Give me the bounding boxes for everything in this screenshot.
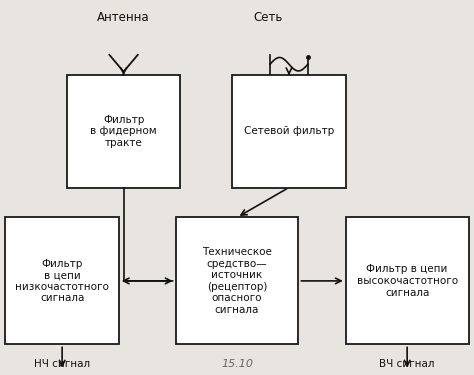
- Text: Фильтр в цепи
высокочастотного
сигнала: Фильтр в цепи высокочастотного сигнала: [356, 264, 458, 297]
- FancyBboxPatch shape: [346, 217, 469, 344]
- Text: Техническое
средство—
источник
(рецептор)
опасного
сигнала: Техническое средство— источник (рецептор…: [202, 247, 272, 315]
- FancyBboxPatch shape: [67, 75, 180, 188]
- FancyBboxPatch shape: [175, 217, 299, 344]
- Text: Сетевой фильтр: Сетевой фильтр: [244, 126, 334, 136]
- Text: Фильтр
в цепи
низкочастотного
сигнала: Фильтр в цепи низкочастотного сигнала: [15, 258, 109, 303]
- FancyBboxPatch shape: [5, 217, 119, 344]
- Text: Антенна: Антенна: [97, 11, 150, 24]
- Text: НЧ сигнал: НЧ сигнал: [34, 359, 90, 369]
- Text: 15.10: 15.10: [221, 359, 253, 369]
- Text: ВЧ сигнал: ВЧ сигнал: [379, 359, 435, 369]
- FancyBboxPatch shape: [232, 75, 346, 188]
- Text: Сеть: Сеть: [253, 11, 283, 24]
- Text: Фильтр
в фидерном
тракте: Фильтр в фидерном тракте: [90, 115, 157, 148]
